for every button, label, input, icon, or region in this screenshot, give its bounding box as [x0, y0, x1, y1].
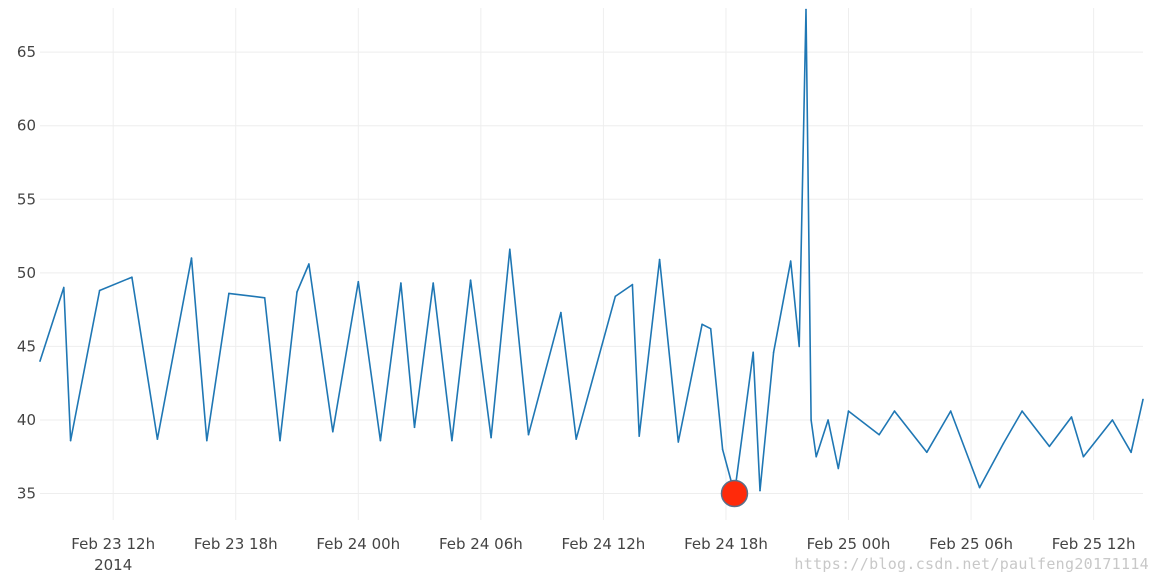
x-tick-label-4: Feb 24 12h [562, 535, 646, 553]
series-point [560, 311, 562, 314]
x-tick-label-5: Feb 24 18h [684, 535, 768, 553]
series-point [759, 489, 761, 492]
anomaly-marker [720, 479, 749, 508]
series-point [893, 410, 896, 412]
series-point [39, 360, 41, 362]
y-tick-label-45: 45 [17, 337, 36, 355]
series-point [156, 438, 159, 440]
series-point [949, 410, 952, 412]
series-point [631, 283, 634, 286]
x-tick-label-6: Feb 25 00h [807, 535, 891, 553]
x-tick-label-8: Feb 25 12h [1052, 535, 1136, 553]
x-tick-label-0: Feb 23 12h [71, 535, 155, 553]
series-point [296, 291, 298, 293]
x-axis-ticks: Feb 23 12h 2014 Feb 23 18h Feb 24 00h Feb 24… [71, 535, 1135, 574]
series-point [1070, 416, 1073, 418]
series-point [1021, 410, 1023, 412]
series-point [357, 280, 360, 283]
series-point [451, 439, 453, 442]
series-point [1002, 442, 1005, 445]
series-point [701, 323, 703, 326]
series-point [1082, 455, 1085, 458]
y-tick-label-60: 60 [17, 117, 36, 135]
series-point [752, 351, 754, 354]
x-tick-sublabel-year: 2014 [94, 556, 132, 574]
series-point [490, 436, 492, 439]
series-point [379, 439, 382, 442]
series-point [413, 426, 416, 429]
series-point [721, 448, 724, 451]
series-point [658, 258, 661, 261]
series-point [709, 327, 712, 330]
series-point [332, 430, 334, 433]
plot-area [39, 8, 1144, 508]
series-line-0 [39, 8, 1144, 495]
y-tick-label-55: 55 [17, 190, 36, 208]
series-point [400, 282, 402, 284]
gridlines [40, 8, 1143, 520]
series-point [131, 276, 133, 279]
series-point [263, 297, 266, 299]
series-point [1111, 419, 1114, 421]
series-point [847, 410, 850, 412]
series-point [1142, 398, 1144, 401]
series-point [614, 295, 617, 298]
series-point [469, 279, 472, 282]
series-point [926, 451, 928, 454]
series-point [878, 433, 880, 436]
y-tick-label-35: 35 [17, 485, 36, 503]
series-point [1130, 451, 1132, 454]
series-point [1048, 445, 1051, 448]
series-point [638, 435, 640, 437]
series-point [827, 419, 829, 421]
series-point [308, 263, 310, 265]
series-point [69, 439, 72, 442]
watermark-url: https://blog.csdn.net/paulfeng20171114 [794, 555, 1149, 573]
series-point [190, 257, 193, 259]
series-point [206, 439, 208, 442]
y-tick-label-40: 40 [17, 411, 36, 429]
y-axis-ticks: 35 40 45 50 55 60 65 [17, 43, 36, 502]
series-point [228, 292, 230, 295]
x-tick-label-1: Feb 23 18h [194, 535, 278, 553]
series-point [805, 8, 807, 11]
series-point [772, 351, 775, 354]
x-tick-label-2: Feb 24 00h [316, 535, 400, 553]
series-point [810, 419, 812, 421]
series-point [432, 282, 435, 284]
series-point [575, 438, 577, 440]
series-point [279, 439, 281, 442]
series-point [798, 345, 800, 348]
y-tick-label-50: 50 [17, 264, 36, 282]
y-tick-label-65: 65 [17, 43, 36, 61]
series-point [837, 467, 840, 470]
series-point [978, 486, 981, 489]
series-point [63, 286, 65, 289]
series-point [677, 441, 680, 443]
series-point [815, 455, 817, 458]
series-point [509, 248, 511, 251]
series-point [98, 289, 101, 292]
x-tick-label-7: Feb 25 06h [929, 535, 1013, 553]
series-point [789, 260, 792, 262]
series-point [527, 433, 530, 436]
x-tick-label-3: Feb 24 06h [439, 535, 523, 553]
